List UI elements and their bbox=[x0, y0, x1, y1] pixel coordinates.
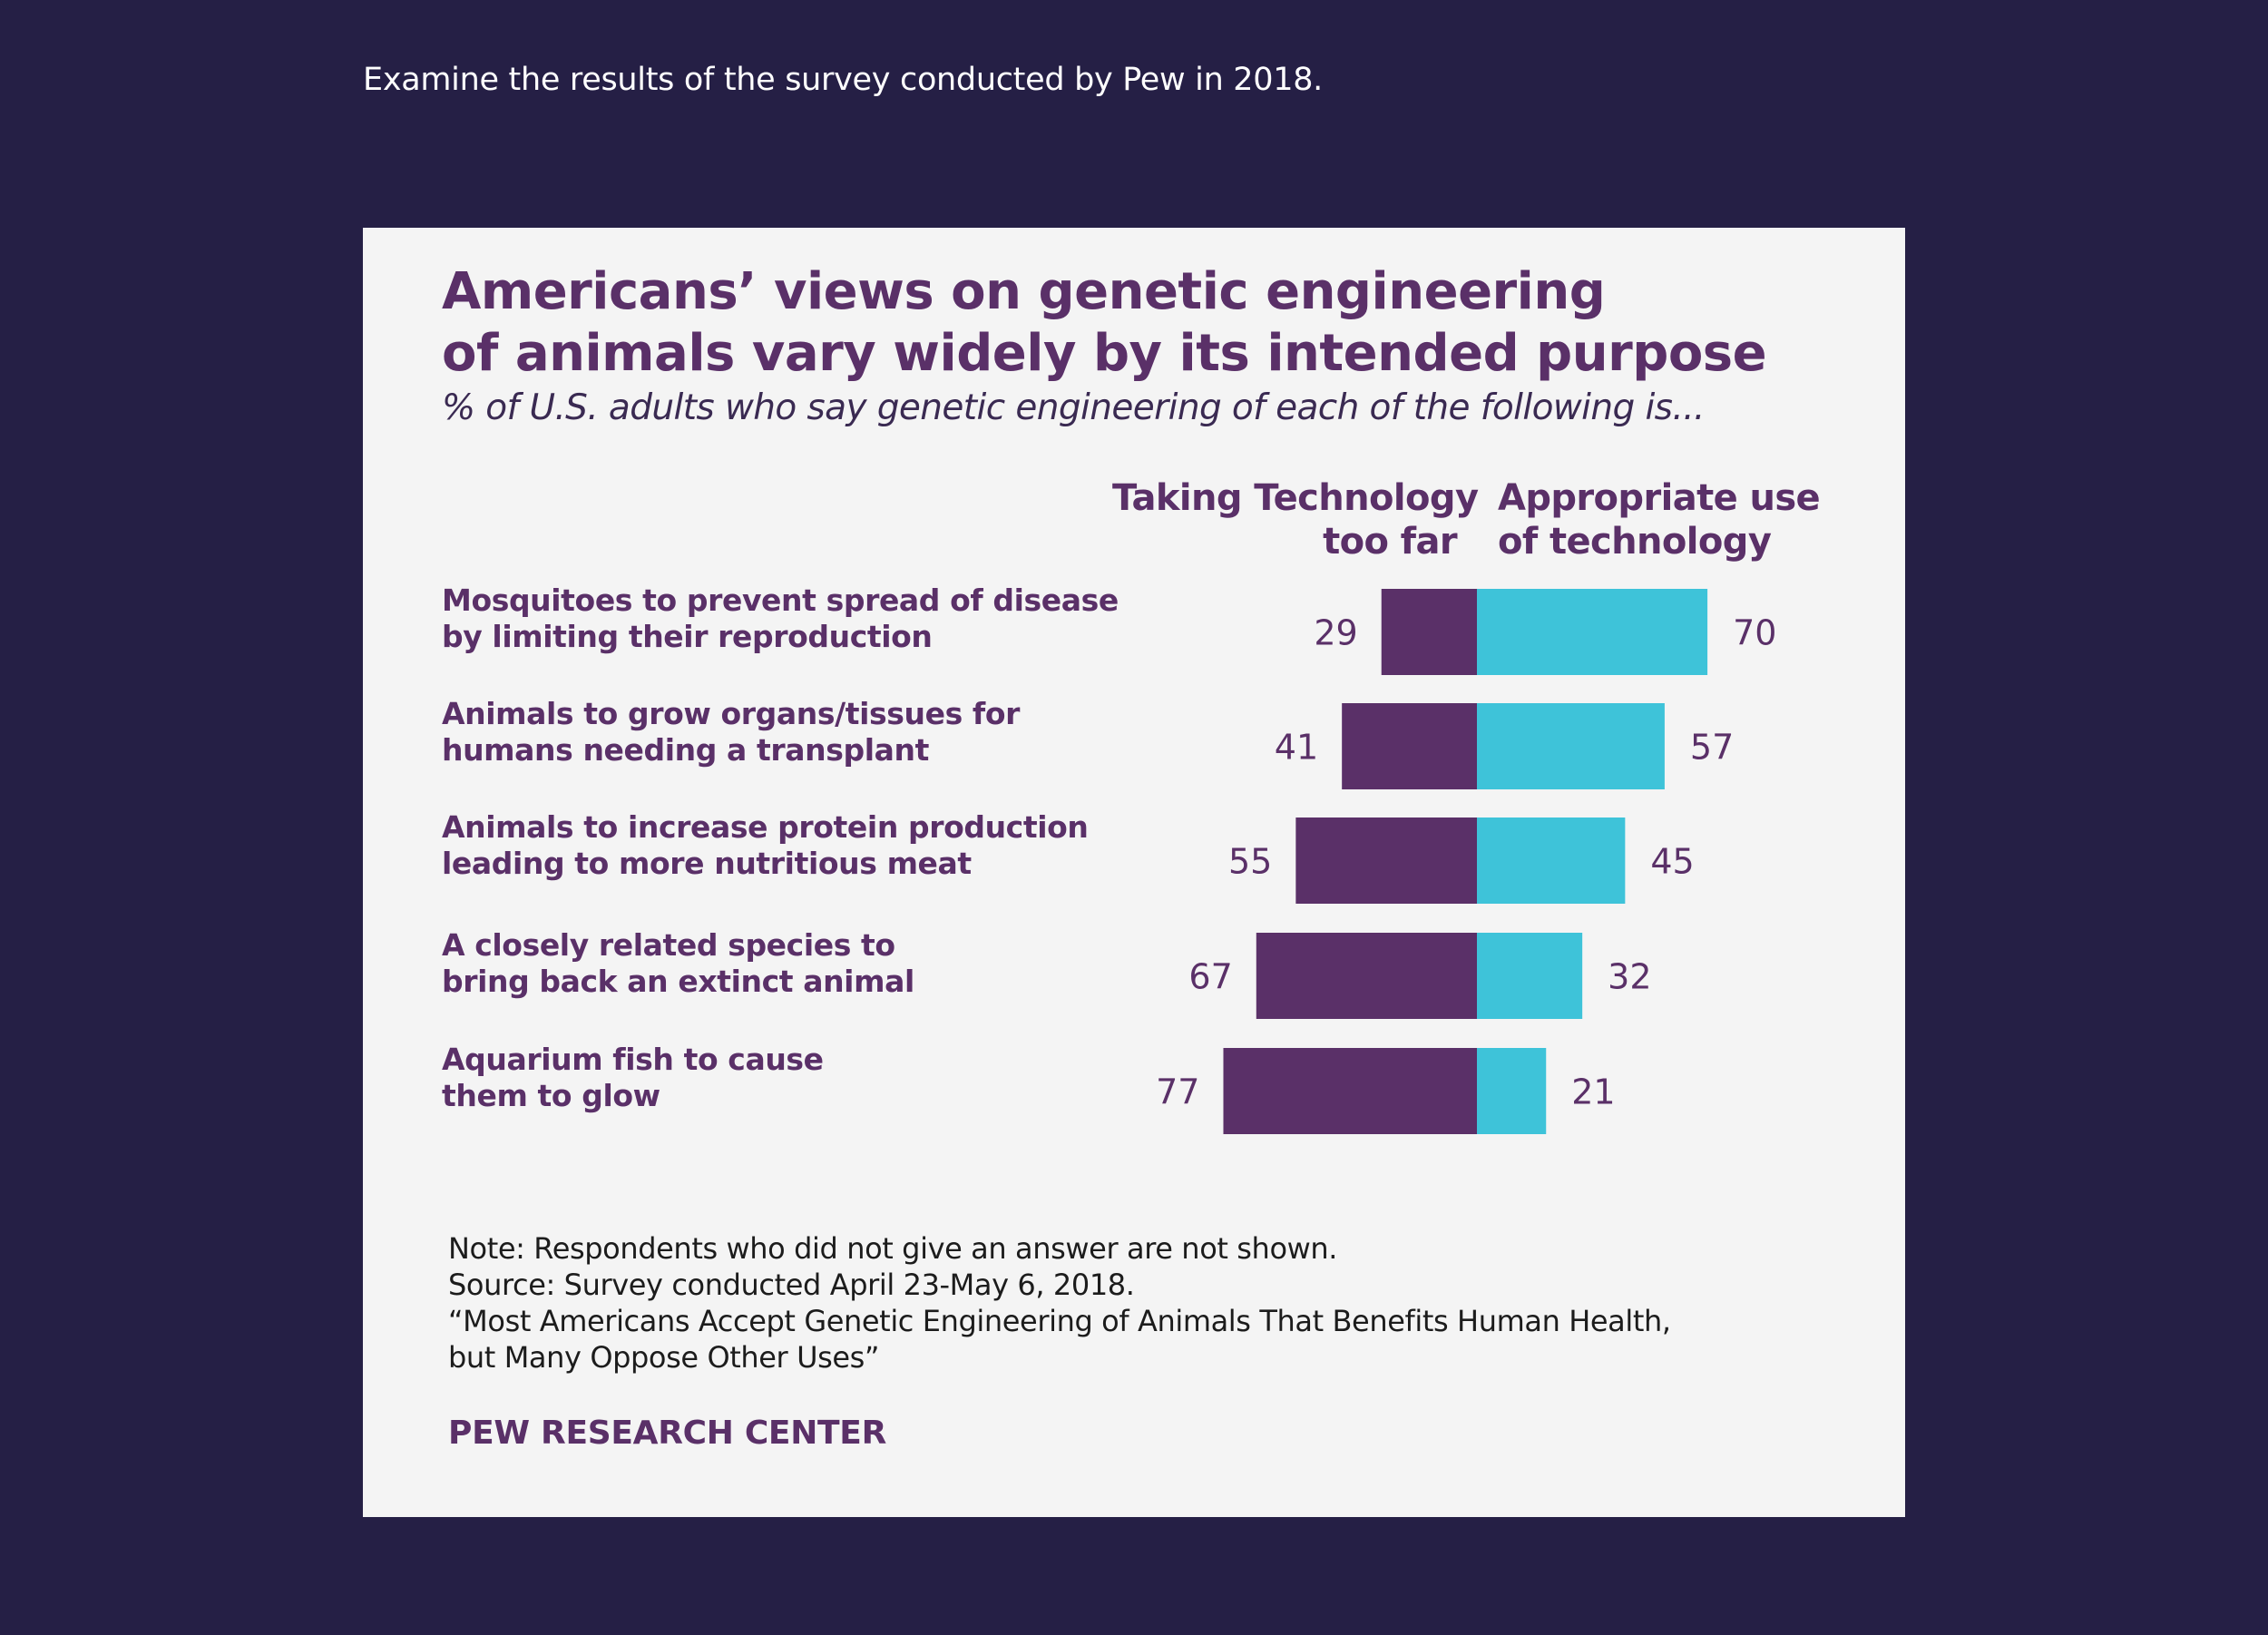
legend-too-far: Taking Technology too far bbox=[1112, 476, 1479, 563]
value-label-too-far: 55 bbox=[1228, 842, 1272, 882]
legend-too-far-line-1: Taking Technology bbox=[1112, 477, 1479, 519]
footer-source: Source: Survey conducted April 23-May 6,… bbox=[448, 1268, 1135, 1302]
bar-appropriate bbox=[1477, 933, 1583, 1019]
category-label: A closely related species to bring back … bbox=[442, 927, 914, 1000]
category-label-line-1: Mosquitoes to prevent spread of disease bbox=[442, 583, 1119, 618]
legend-too-far-line-2: too far bbox=[1323, 521, 1458, 563]
value-label-too-far: 29 bbox=[1314, 613, 1357, 653]
bar-too-far bbox=[1223, 1048, 1477, 1134]
category-label: Aquarium fish to cause them to glow bbox=[442, 1042, 824, 1114]
category-label: Animals to grow organs/tissues for human… bbox=[442, 696, 1020, 769]
legend-appropriate-line-1: Appropriate use bbox=[1498, 477, 1821, 519]
bar-too-far bbox=[1256, 933, 1477, 1019]
category-label: Mosquitoes to prevent spread of disease … bbox=[442, 583, 1119, 655]
bar-appropriate bbox=[1477, 818, 1626, 904]
bar-too-far bbox=[1342, 703, 1477, 789]
footer-report-line-2: but Many Oppose Other Uses” bbox=[448, 1340, 880, 1375]
value-label-too-far: 77 bbox=[1156, 1072, 1199, 1112]
footer-report-line-1: “Most Americans Accept Genetic Engineeri… bbox=[448, 1304, 1671, 1338]
category-label-line-1: A closely related species to bbox=[442, 927, 895, 963]
value-label-appropriate: 70 bbox=[1733, 613, 1776, 653]
category-label-line-2: them to glow bbox=[442, 1078, 660, 1113]
chart-footer: Note: Respondents who did not give an an… bbox=[448, 1230, 1671, 1376]
value-label-appropriate: 32 bbox=[1608, 957, 1651, 997]
value-label-appropriate: 45 bbox=[1650, 842, 1694, 882]
bar-too-far bbox=[1295, 818, 1477, 904]
category-label-line-2: by limiting their reproduction bbox=[442, 619, 933, 654]
chart-card: Americans’ views on genetic engineering … bbox=[363, 228, 1905, 1517]
category-label-line-2: bring back an extinct animal bbox=[442, 964, 914, 999]
footer-note: Note: Respondents who did not give an an… bbox=[448, 1231, 1338, 1266]
value-label-too-far: 67 bbox=[1188, 957, 1232, 997]
legend-appropriate: Appropriate use of technology bbox=[1498, 476, 1821, 563]
category-label-line-2: humans needing a transplant bbox=[442, 732, 929, 768]
value-label-appropriate: 21 bbox=[1571, 1072, 1615, 1112]
bar-too-far bbox=[1381, 589, 1477, 675]
category-label-line-1: Aquarium fish to cause bbox=[442, 1042, 824, 1077]
category-label-line-1: Animals to increase protein production bbox=[442, 809, 1089, 845]
chart-subtitle: % of U.S. adults who say genetic enginee… bbox=[442, 387, 1705, 428]
category-label: Animals to increase protein production l… bbox=[442, 809, 1089, 882]
value-label-appropriate: 57 bbox=[1690, 728, 1734, 768]
bar-appropriate bbox=[1477, 589, 1708, 675]
diverging-bar-chart: 29 70 41 57 55 45 67 32 77 21 bbox=[1156, 589, 1776, 1134]
category-label-line-1: Animals to grow organs/tissues for bbox=[442, 696, 1021, 731]
value-label-too-far: 41 bbox=[1275, 728, 1318, 768]
chart-title-line-2: of animals vary widely by its intended p… bbox=[442, 324, 1767, 383]
category-label-line-2: leading to more nutritious meat bbox=[442, 846, 972, 881]
brand-name: PEW RESEARCH CENTER bbox=[448, 1415, 887, 1452]
chart-title-line-1: Americans’ views on genetic engineering bbox=[442, 262, 1606, 321]
bar-appropriate bbox=[1477, 1048, 1547, 1134]
prompt-text: Examine the results of the survey conduc… bbox=[363, 62, 1324, 98]
legend-appropriate-line-2: of technology bbox=[1498, 521, 1772, 563]
bar-appropriate bbox=[1477, 703, 1665, 789]
